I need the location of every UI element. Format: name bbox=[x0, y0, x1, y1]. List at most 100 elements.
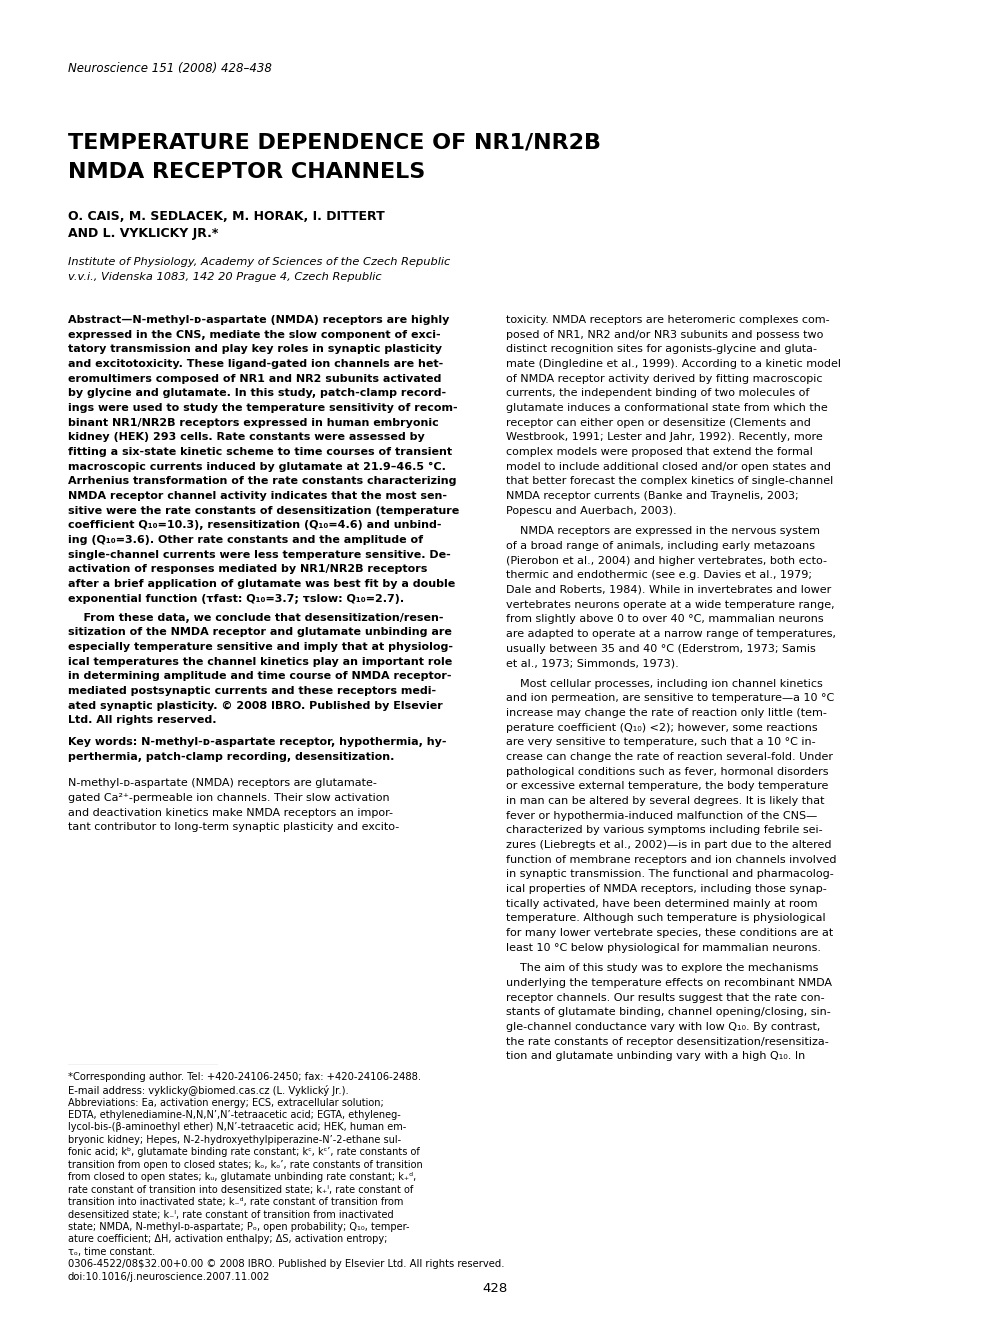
Text: macroscopic currents induced by glutamate at 21.9–46.5 °C.: macroscopic currents induced by glutamat… bbox=[68, 462, 446, 471]
Text: v.v.i., Videnska 1083, 142 20 Prague 4, Czech Republic: v.v.i., Videnska 1083, 142 20 Prague 4, … bbox=[68, 272, 381, 282]
Text: *Corresponding author. Tel: +420-24106-2450; fax: +420-24106-2488.: *Corresponding author. Tel: +420-24106-2… bbox=[68, 1072, 421, 1082]
Text: Abbreviations: Ea, activation energy; ECS, extracellular solution;: Abbreviations: Ea, activation energy; EC… bbox=[68, 1098, 384, 1107]
Text: glutamate induces a conformational state from which the: glutamate induces a conformational state… bbox=[506, 403, 828, 413]
Text: distinct recognition sites for agonists-glycine and gluta-: distinct recognition sites for agonists-… bbox=[506, 345, 817, 354]
Text: especially temperature sensitive and imply that at physiolog-: especially temperature sensitive and imp… bbox=[68, 642, 453, 652]
Text: fonic acid; kᵇ, glutamate binding rate constant; kᶜ, kᶜ’, rate constants of: fonic acid; kᵇ, glutamate binding rate c… bbox=[68, 1147, 420, 1158]
Text: τₒ, time constant.: τₒ, time constant. bbox=[68, 1247, 155, 1257]
Text: doi:10.1016/j.neuroscience.2007.11.002: doi:10.1016/j.neuroscience.2007.11.002 bbox=[68, 1272, 270, 1282]
Text: transition into inactivated state; k₋ᵈ, rate constant of transition from: transition into inactivated state; k₋ᵈ, … bbox=[68, 1197, 403, 1208]
Text: Arrhenius transformation of the rate constants characterizing: Arrhenius transformation of the rate con… bbox=[68, 477, 456, 486]
Text: eromultimers composed of NR1 and NR2 subunits activated: eromultimers composed of NR1 and NR2 sub… bbox=[68, 374, 442, 384]
Text: are very sensitive to temperature, such that a 10 °C in-: are very sensitive to temperature, such … bbox=[506, 738, 816, 747]
Text: or excessive external temperature, the body temperature: or excessive external temperature, the b… bbox=[506, 781, 829, 792]
Text: receptor channels. Our results suggest that the rate con-: receptor channels. Our results suggest t… bbox=[506, 993, 825, 1003]
Text: AND L. VYKLICKY JR.*: AND L. VYKLICKY JR.* bbox=[68, 227, 219, 240]
Text: 428: 428 bbox=[482, 1282, 508, 1295]
Text: Key words: N-methyl-ᴅ-aspartate receptor, hypothermia, hy-: Key words: N-methyl-ᴅ-aspartate receptor… bbox=[68, 738, 446, 747]
Text: and excitotoxicity. These ligand-gated ion channels are het-: and excitotoxicity. These ligand-gated i… bbox=[68, 359, 444, 370]
Text: temperature. Although such temperature is physiological: temperature. Although such temperature i… bbox=[506, 913, 826, 924]
Text: stants of glutamate binding, channel opening/closing, sin-: stants of glutamate binding, channel ope… bbox=[506, 1007, 831, 1018]
Text: ical properties of NMDA receptors, including those synap-: ical properties of NMDA receptors, inclu… bbox=[506, 884, 827, 894]
Text: function of membrane receptors and ion channels involved: function of membrane receptors and ion c… bbox=[506, 855, 837, 865]
Text: characterized by various symptoms including febrile sei-: characterized by various symptoms includ… bbox=[506, 825, 823, 836]
Text: by glycine and glutamate. In this study, patch-clamp record-: by glycine and glutamate. In this study,… bbox=[68, 388, 446, 399]
Text: currents, the independent binding of two molecules of: currents, the independent binding of two… bbox=[506, 388, 810, 399]
Text: of NMDA receptor activity derived by fitting macroscopic: of NMDA receptor activity derived by fit… bbox=[506, 374, 823, 384]
Text: 0306-4522/08$32.00+0.00 © 2008 IBRO. Published by Elsevier Ltd. All rights reser: 0306-4522/08$32.00+0.00 © 2008 IBRO. Pub… bbox=[68, 1259, 505, 1270]
Text: (Pierobon et al., 2004) and higher vertebrates, both ecto-: (Pierobon et al., 2004) and higher verte… bbox=[506, 556, 827, 565]
Text: of a broad range of animals, including early metazoans: of a broad range of animals, including e… bbox=[506, 541, 815, 550]
Text: ated synaptic plasticity. © 2008 IBRO. Published by Elsevier: ated synaptic plasticity. © 2008 IBRO. P… bbox=[68, 701, 443, 710]
Text: NMDA receptor channel activity indicates that the most sen-: NMDA receptor channel activity indicates… bbox=[68, 491, 447, 502]
Text: after a brief application of glutamate was best fit by a double: after a brief application of glutamate w… bbox=[68, 579, 455, 589]
Text: crease can change the rate of reaction several-fold. Under: crease can change the rate of reaction s… bbox=[506, 752, 833, 762]
Text: kidney (HEK) 293 cells. Rate constants were assessed by: kidney (HEK) 293 cells. Rate constants w… bbox=[68, 433, 425, 442]
Text: sitization of the NMDA receptor and glutamate unbinding are: sitization of the NMDA receptor and glut… bbox=[68, 627, 451, 638]
Text: activation of responses mediated by NR1/NR2B receptors: activation of responses mediated by NR1/… bbox=[68, 565, 428, 574]
Text: posed of NR1, NR2 and/or NR3 subunits and possess two: posed of NR1, NR2 and/or NR3 subunits an… bbox=[506, 330, 824, 339]
Text: binant NR1/NR2B receptors expressed in human embryonic: binant NR1/NR2B receptors expressed in h… bbox=[68, 417, 439, 428]
Text: single-channel currents were less temperature sensitive. De-: single-channel currents were less temper… bbox=[68, 549, 450, 560]
Text: NMDA RECEPTOR CHANNELS: NMDA RECEPTOR CHANNELS bbox=[68, 162, 426, 182]
Text: Westbrook, 1991; Lester and Jahr, 1992). Recently, more: Westbrook, 1991; Lester and Jahr, 1992).… bbox=[506, 433, 823, 442]
Text: state; NMDA, N-methyl-ᴅ-aspartate; Pₒ, open probability; Q₁₀, temper-: state; NMDA, N-methyl-ᴅ-aspartate; Pₒ, o… bbox=[68, 1222, 410, 1232]
Text: are adapted to operate at a narrow range of temperatures,: are adapted to operate at a narrow range… bbox=[506, 628, 836, 639]
Text: increase may change the rate of reaction only little (tem-: increase may change the rate of reaction… bbox=[506, 708, 827, 718]
Text: rate constant of transition into desensitized state; k₊ᴵ, rate constant of: rate constant of transition into desensi… bbox=[68, 1185, 413, 1195]
Text: and ion permeation, are sensitive to temperature—a 10 °C: and ion permeation, are sensitive to tem… bbox=[506, 693, 835, 704]
Text: N-methyl-ᴅ-aspartate (NMDA) receptors are glutamate-: N-methyl-ᴅ-aspartate (NMDA) receptors ar… bbox=[68, 779, 377, 788]
Text: exponential function (τfast: Q₁₀=3.7; τslow: Q₁₀=2.7).: exponential function (τfast: Q₁₀=3.7; τs… bbox=[68, 594, 404, 603]
Text: usually between 35 and 40 °C (Ederstrom, 1973; Samis: usually between 35 and 40 °C (Ederstrom,… bbox=[506, 644, 816, 653]
Text: ings were used to study the temperature sensitivity of recom-: ings were used to study the temperature … bbox=[68, 403, 457, 413]
Text: in synaptic transmission. The functional and pharmacolog-: in synaptic transmission. The functional… bbox=[506, 870, 834, 879]
Text: mediated postsynaptic currents and these receptors medi-: mediated postsynaptic currents and these… bbox=[68, 686, 437, 696]
Text: et al., 1973; Simmonds, 1973).: et al., 1973; Simmonds, 1973). bbox=[506, 659, 679, 668]
Text: from slightly above 0 to over 40 °C, mammalian neurons: from slightly above 0 to over 40 °C, mam… bbox=[506, 614, 824, 624]
Text: perature coefficient (Q₁₀) <2); however, some reactions: perature coefficient (Q₁₀) <2); however,… bbox=[506, 723, 818, 733]
Text: thermic and endothermic (see e.g. Davies et al., 1979;: thermic and endothermic (see e.g. Davies… bbox=[506, 570, 812, 581]
Text: fever or hypothermia-induced malfunction of the CNS—: fever or hypothermia-induced malfunction… bbox=[506, 810, 818, 821]
Text: Abstract—N-methyl-ᴅ-aspartate (NMDA) receptors are highly: Abstract—N-methyl-ᴅ-aspartate (NMDA) rec… bbox=[68, 315, 449, 325]
Text: receptor can either open or desensitize (Clements and: receptor can either open or desensitize … bbox=[506, 417, 811, 428]
Text: coefficient Q₁₀=10.3), resensitization (Q₁₀=4.6) and unbind-: coefficient Q₁₀=10.3), resensitization (… bbox=[68, 520, 442, 531]
Text: Neuroscience 151 (2008) 428–438: Neuroscience 151 (2008) 428–438 bbox=[68, 62, 272, 75]
Text: Ltd. All rights reserved.: Ltd. All rights reserved. bbox=[68, 715, 217, 726]
Text: model to include additional closed and/or open states and: model to include additional closed and/o… bbox=[506, 462, 831, 471]
Text: E-mail address: vyklicky@biomed.cas.cz (L. Vyklický Jr.).: E-mail address: vyklicky@biomed.cas.cz (… bbox=[68, 1085, 348, 1096]
Text: TEMPERATURE DEPENDENCE OF NR1/NR2B: TEMPERATURE DEPENDENCE OF NR1/NR2B bbox=[68, 132, 601, 152]
Text: and deactivation kinetics make NMDA receptors an impor-: and deactivation kinetics make NMDA rece… bbox=[68, 808, 393, 818]
Text: From these data, we conclude that desensitization/resen-: From these data, we conclude that desens… bbox=[68, 612, 444, 623]
Text: Popescu and Auerbach, 2003).: Popescu and Auerbach, 2003). bbox=[506, 506, 676, 516]
Text: Dale and Roberts, 1984). While in invertebrates and lower: Dale and Roberts, 1984). While in invert… bbox=[506, 585, 832, 595]
Text: for many lower vertebrate species, these conditions are at: for many lower vertebrate species, these… bbox=[506, 928, 834, 939]
Text: sitive were the rate constants of desensitization (temperature: sitive were the rate constants of desens… bbox=[68, 506, 459, 516]
Text: Most cellular processes, including ion channel kinetics: Most cellular processes, including ion c… bbox=[506, 678, 823, 689]
Text: EDTA, ethylenediamine-N,N,N’,N’-tetraacetic acid; EGTA, ethyleneg-: EDTA, ethylenediamine-N,N,N’,N’-tetraace… bbox=[68, 1110, 401, 1121]
Text: least 10 °C below physiological for mammalian neurons.: least 10 °C below physiological for mamm… bbox=[506, 942, 821, 953]
Text: underlying the temperature effects on recombinant NMDA: underlying the temperature effects on re… bbox=[506, 978, 832, 987]
Text: fitting a six-state kinetic scheme to time courses of transient: fitting a six-state kinetic scheme to ti… bbox=[68, 447, 452, 457]
Text: in man can be altered by several degrees. It is likely that: in man can be altered by several degrees… bbox=[506, 796, 825, 807]
Text: NMDA receptors are expressed in the nervous system: NMDA receptors are expressed in the nerv… bbox=[506, 527, 820, 536]
Text: that better forecast the complex kinetics of single-channel: that better forecast the complex kinetic… bbox=[506, 477, 834, 486]
Text: bryonic kidney; Hepes, N-2-hydroxyethylpiperazine-N’-2-ethane sul-: bryonic kidney; Hepes, N-2-hydroxyethylp… bbox=[68, 1135, 401, 1144]
Text: The aim of this study was to explore the mechanisms: The aim of this study was to explore the… bbox=[506, 964, 819, 973]
Text: from closed to open states; kᵤ, glutamate unbinding rate constant; k₊ᵈ,: from closed to open states; kᵤ, glutamat… bbox=[68, 1172, 416, 1183]
Text: perthermia, patch-clamp recording, desensitization.: perthermia, patch-clamp recording, desen… bbox=[68, 752, 394, 762]
Text: the rate constants of receptor desensitization/resensitiza-: the rate constants of receptor desensiti… bbox=[506, 1036, 829, 1047]
Text: ing (Q₁₀=3.6). Other rate constants and the amplitude of: ing (Q₁₀=3.6). Other rate constants and … bbox=[68, 535, 423, 545]
Text: in determining amplitude and time course of NMDA receptor-: in determining amplitude and time course… bbox=[68, 672, 451, 681]
Text: expressed in the CNS, mediate the slow component of exci-: expressed in the CNS, mediate the slow c… bbox=[68, 330, 441, 339]
Text: Institute of Physiology, Academy of Sciences of the Czech Republic: Institute of Physiology, Academy of Scie… bbox=[68, 257, 450, 267]
Text: gle-channel conductance vary with low Q₁₀. By contrast,: gle-channel conductance vary with low Q₁… bbox=[506, 1022, 821, 1032]
Text: tion and glutamate unbinding vary with a high Q₁₀. In: tion and glutamate unbinding vary with a… bbox=[506, 1051, 805, 1061]
Text: mate (Dingledine et al., 1999). According to a kinetic model: mate (Dingledine et al., 1999). Accordin… bbox=[506, 359, 841, 370]
Text: NMDA receptor currents (Banke and Traynelis, 2003;: NMDA receptor currents (Banke and Trayne… bbox=[506, 491, 799, 502]
Text: vertebrates neurons operate at a wide temperature range,: vertebrates neurons operate at a wide te… bbox=[506, 599, 835, 610]
Text: tant contributor to long-term synaptic plasticity and excito-: tant contributor to long-term synaptic p… bbox=[68, 822, 399, 833]
Text: zures (Liebregts et al., 2002)—is in part due to the altered: zures (Liebregts et al., 2002)—is in par… bbox=[506, 840, 832, 850]
Text: gated Ca²⁺-permeable ion channels. Their slow activation: gated Ca²⁺-permeable ion channels. Their… bbox=[68, 793, 390, 803]
Text: tatory transmission and play key roles in synaptic plasticity: tatory transmission and play key roles i… bbox=[68, 345, 442, 354]
Text: ature coefficient; ΔH, activation enthalpy; ΔS, activation entropy;: ature coefficient; ΔH, activation enthal… bbox=[68, 1234, 387, 1245]
